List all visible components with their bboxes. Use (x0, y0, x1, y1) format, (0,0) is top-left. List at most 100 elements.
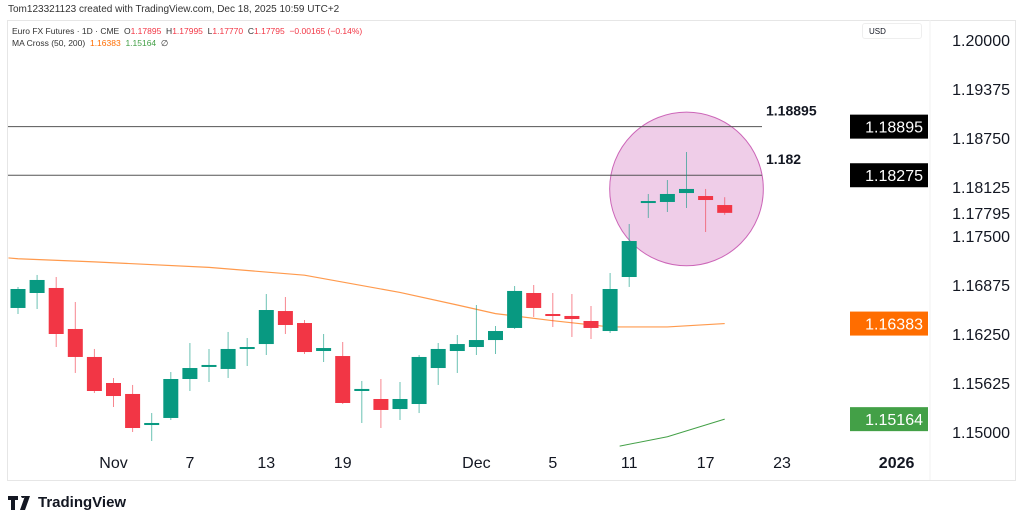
candle (583, 306, 599, 340)
x-tick-label: 13 (257, 455, 275, 472)
candle-body (354, 388, 370, 391)
logo-text: TradingView (38, 494, 127, 511)
candle-body (220, 348, 236, 369)
candle-body (468, 340, 484, 348)
candle (602, 273, 618, 333)
candle-body (602, 288, 618, 332)
close-label: C (247, 26, 254, 36)
currency-button[interactable]: USD (862, 23, 922, 39)
candle-body (621, 241, 637, 278)
y-tick-label: 1.16875 (952, 278, 1010, 295)
candle (449, 335, 465, 373)
ma-slow-value: 1.15164 (125, 38, 157, 48)
open-label: O (123, 26, 131, 36)
candle-body (182, 368, 198, 380)
candle (335, 341, 351, 405)
empty-set-icon: ∅ (160, 38, 169, 48)
candle-body (277, 311, 293, 325)
x-tick-label: 23 (773, 455, 791, 472)
tradingview-logo[interactable]: TradingView (8, 494, 126, 511)
ma-slow-price-label-bg (850, 407, 928, 432)
candle-body (717, 205, 733, 213)
candle (659, 180, 675, 213)
candle (144, 413, 160, 442)
candle-body (526, 292, 542, 308)
y-tick-label: 1.18125 (952, 180, 1010, 197)
candle-body (449, 344, 465, 352)
candle-body (564, 315, 580, 320)
y-tick-label: 1.20000 (952, 33, 1010, 50)
candle (10, 286, 26, 315)
candle (163, 372, 179, 421)
candle (239, 337, 255, 366)
candle-body (545, 314, 561, 317)
x-tick-label: Dec (462, 455, 490, 472)
candle (392, 381, 408, 421)
candle (430, 343, 446, 385)
candle (507, 286, 523, 329)
candle-body (698, 196, 714, 201)
horizontal-line-label: 1.18895 (766, 103, 817, 119)
candle (640, 193, 656, 218)
ma-fast-price-label: 1.16383 (865, 317, 923, 334)
candle (201, 348, 217, 382)
y-tick-label: 1.15000 (952, 425, 1010, 442)
y-tick-label: 1.16250 (952, 327, 1010, 344)
y-tick-label: 1.15625 (952, 376, 1010, 393)
candle (373, 379, 389, 429)
candle (717, 197, 733, 215)
candle-body (430, 348, 446, 369)
candle-body (29, 279, 45, 293)
candle-body (10, 288, 26, 308)
candle (258, 294, 274, 356)
ma-slow-price-label: 1.15164 (865, 412, 923, 429)
x-tick-label: 5 (548, 455, 557, 472)
candle-body (125, 393, 141, 429)
candle-body (67, 328, 83, 357)
chart-panel[interactable] (7, 20, 1016, 481)
indicator-legend-row[interactable]: MA Cross (50, 200) 1.16383 1.15164 ∅ (12, 37, 362, 49)
x-tick-label: 7 (185, 455, 194, 472)
candle (468, 304, 484, 356)
candle (125, 384, 141, 432)
candle (621, 224, 637, 287)
candle-body (86, 356, 102, 391)
candle (182, 343, 198, 391)
candle (316, 334, 332, 362)
tradingview-logo-icon (8, 495, 30, 510)
candle-body (659, 193, 675, 202)
symbol-legend-row[interactable]: Euro FX Futures · 1D · CME O1.17895 H1.1… (12, 25, 362, 37)
candle-body (316, 348, 332, 352)
line-price-label-bg (850, 114, 928, 139)
x-tick-label: 19 (334, 455, 352, 472)
candle-body (163, 379, 179, 418)
candle-body (373, 398, 389, 410)
candle (411, 355, 427, 414)
ma-fast-line (8, 257, 725, 328)
symbol-name[interactable]: Euro FX Futures · 1D · CME (12, 26, 120, 36)
close-value: 1.17795 (254, 26, 285, 36)
candle (67, 302, 83, 373)
candle-body (335, 356, 351, 403)
candle-body (679, 188, 694, 194)
line-price-label-bg (850, 163, 928, 188)
y-tick-label: 1.17500 (952, 229, 1010, 246)
line-price-label: 1.18895 (865, 120, 923, 137)
candle-body (640, 201, 656, 204)
ma-fast-value: 1.16383 (89, 38, 121, 48)
candle (277, 296, 293, 334)
x-tick-label: 11 (621, 455, 638, 472)
y-tick-label: 1.18750 (952, 131, 1010, 148)
low-value: 1.17770 (212, 26, 244, 36)
indicator-name[interactable]: MA Cross (50, 200) (12, 38, 86, 48)
ma-slow-line (619, 418, 725, 447)
candle-body (507, 290, 523, 328)
candle-body (258, 310, 274, 345)
x-tick-label: 2026 (879, 455, 915, 472)
candle-body (583, 320, 599, 328)
candle-body (239, 347, 255, 350)
candle (86, 348, 102, 393)
low-label: L (207, 26, 213, 36)
high-label: H (166, 26, 173, 36)
